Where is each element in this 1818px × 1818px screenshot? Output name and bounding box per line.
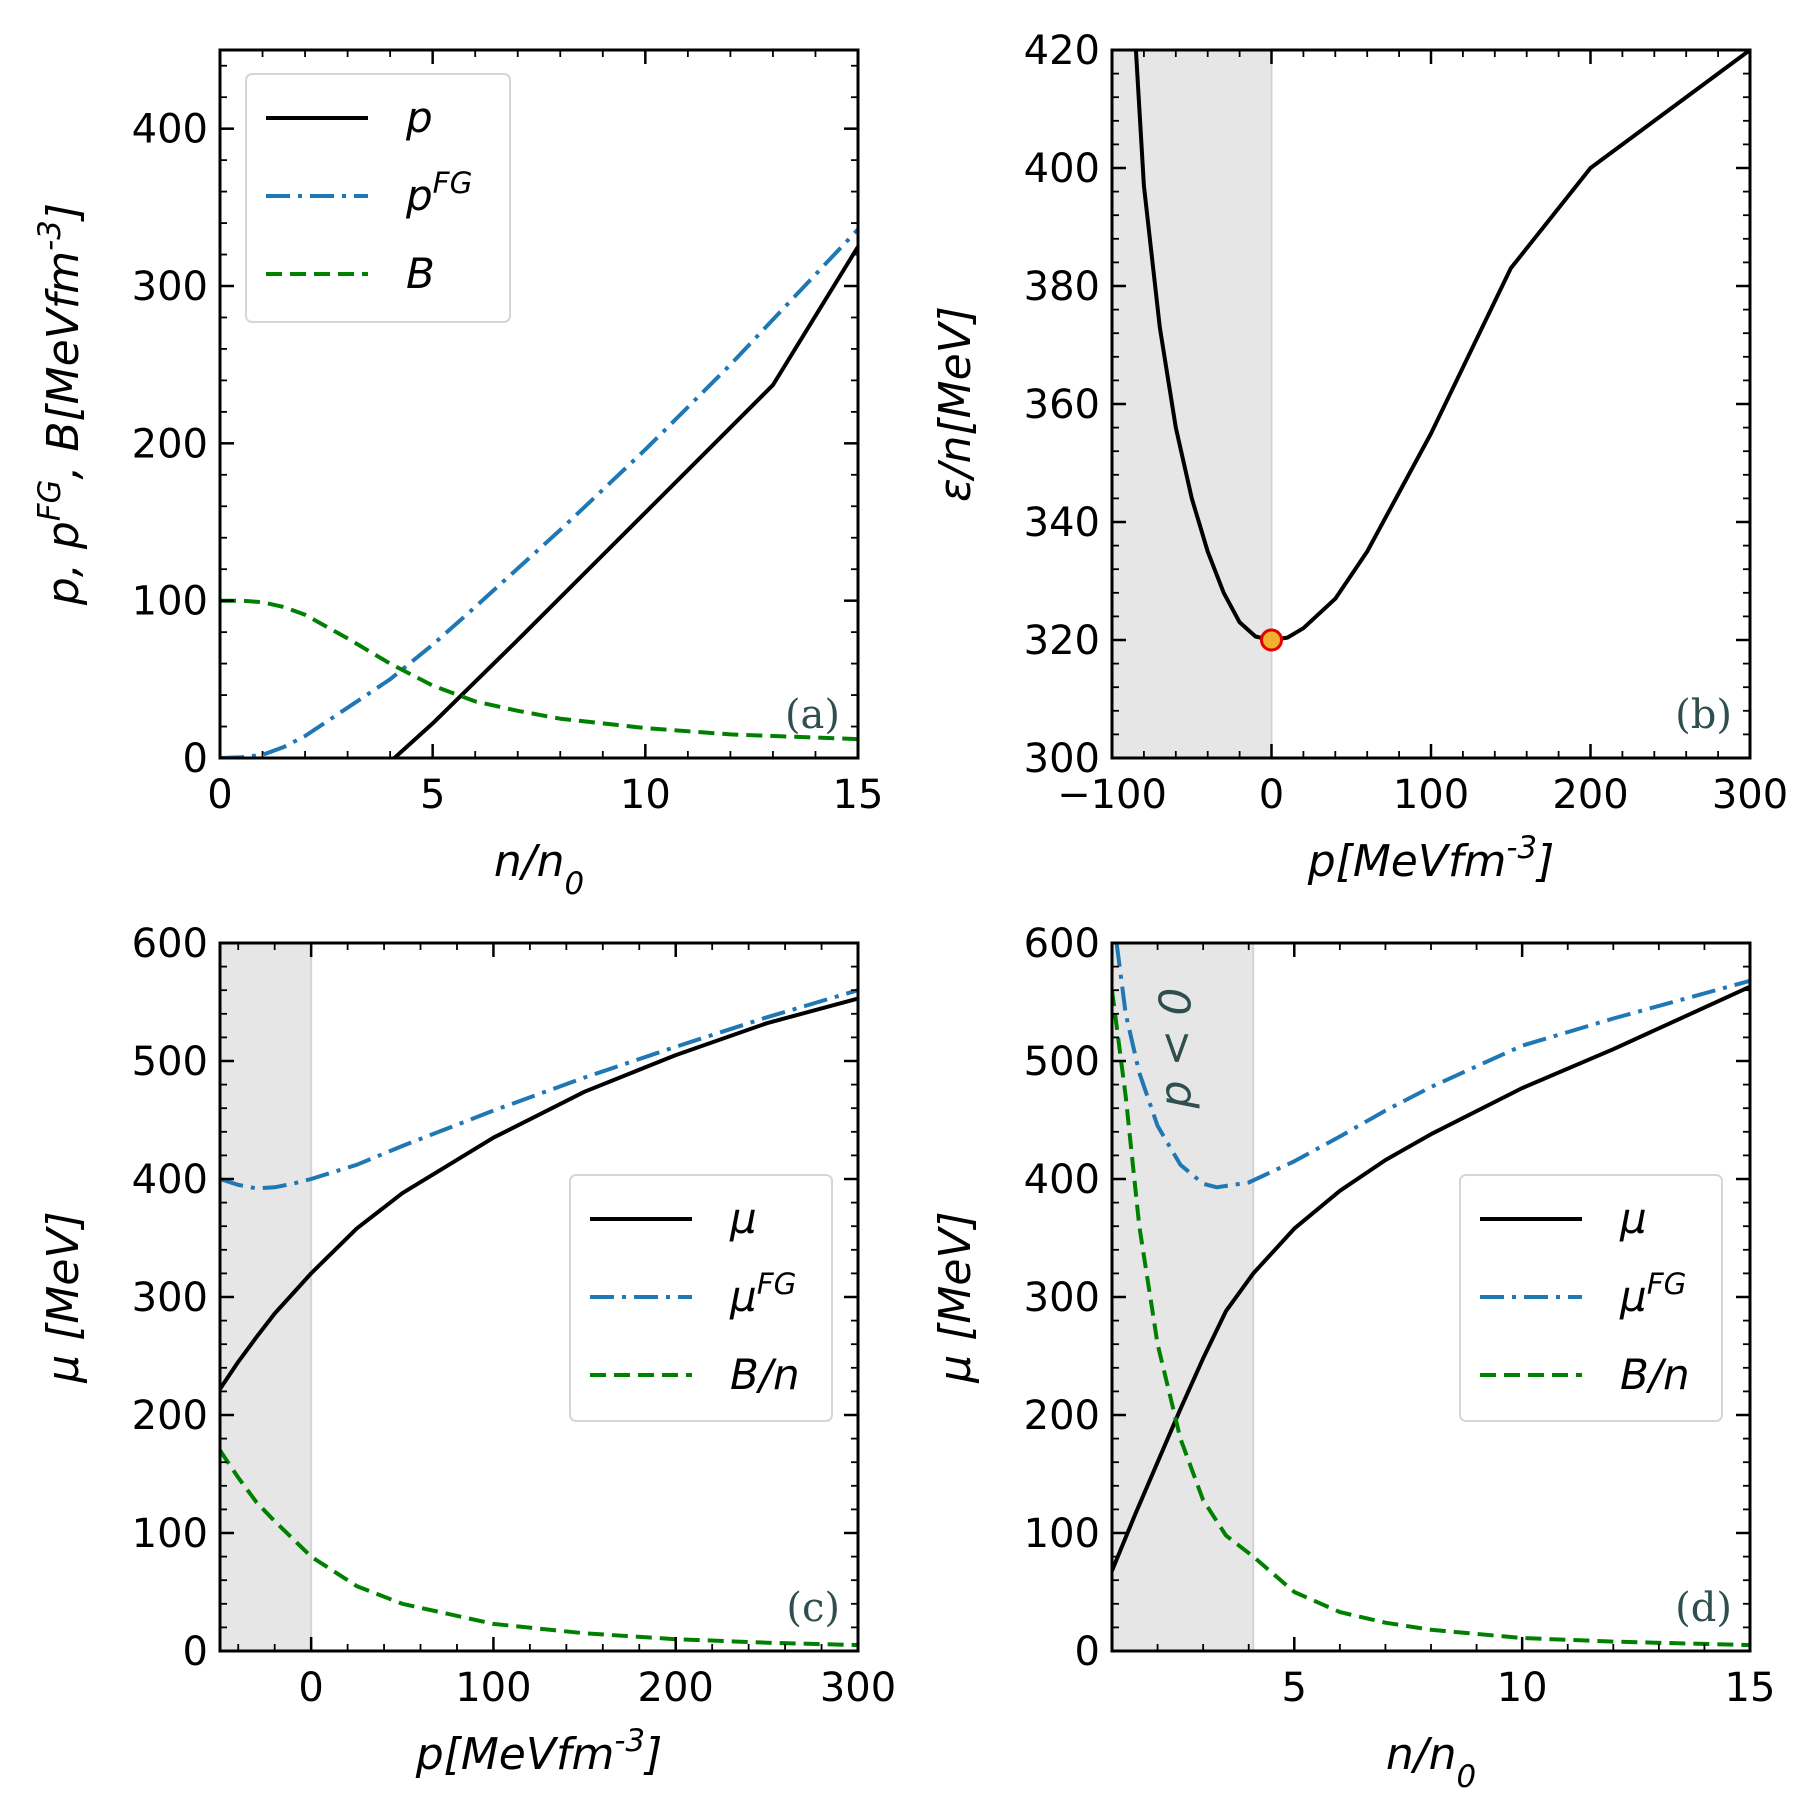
x-tick-label: 300	[1712, 772, 1788, 818]
y-tick-label: 360	[1024, 382, 1100, 428]
x-axis-label: n/n0	[494, 836, 584, 902]
x-tick-label: 100	[455, 1665, 531, 1711]
y-axis-label: ε/n[MeV]	[930, 306, 981, 502]
panel-label: (b)	[1675, 692, 1732, 738]
y-tick-label: 500	[132, 1039, 208, 1085]
series-line-2	[220, 988, 858, 1191]
y-tick-label: 200	[1024, 1393, 1100, 1439]
x-tick-label: 5	[420, 772, 445, 818]
y-tick-label: 100	[132, 1511, 208, 1557]
y-tick-label: 0	[1075, 1629, 1100, 1675]
shaded-region	[1112, 50, 1272, 758]
x-axis-label: n/n0	[1386, 1729, 1476, 1795]
panel-3: 0 100 200 300 0 100 200 300 400 500 600 p[MeVfm-3] μ…	[38, 921, 896, 1780]
series-line-3	[1112, 989, 1750, 1648]
x-tick-label: 100	[1393, 772, 1469, 818]
x-tick-label: 10	[1497, 1665, 1548, 1711]
y-tick-label: 400	[132, 107, 208, 153]
axes-frame	[218, 48, 860, 760]
legend-entry: μFG	[1619, 1267, 1686, 1321]
x-tick-label: 0	[207, 772, 232, 818]
x-tick-label: 10	[620, 772, 671, 818]
y-tick-label: 300	[132, 264, 208, 310]
x-tick-label: 200	[638, 1665, 714, 1711]
x-tick-label: −100	[1057, 772, 1167, 818]
panel-label: (c)	[786, 1585, 840, 1631]
x-tick-label: 300	[820, 1665, 896, 1711]
x-axis-label: p[MeVfm-3]	[415, 1723, 662, 1780]
y-tick-label: 500	[1024, 1039, 1100, 1085]
y-tick-label: 400	[1024, 146, 1100, 192]
y-tick-label: 320	[1024, 618, 1100, 664]
y-tick-label: 0	[183, 736, 208, 782]
x-tick-label: 5	[1282, 1665, 1307, 1711]
series-line-1	[220, 996, 858, 1391]
y-tick-label: 300	[1024, 736, 1100, 782]
y-tick-label: 600	[1024, 921, 1100, 967]
shaded-annotation: p < 0	[1151, 988, 1202, 1110]
series-line-1	[393, 245, 858, 758]
y-tick-label: 400	[132, 1157, 208, 1203]
y-tick-label: 400	[1024, 1157, 1100, 1203]
series-line-2	[1114, 943, 1750, 1190]
legend-entry: p	[405, 93, 433, 142]
y-tick-label: 300	[132, 1275, 208, 1321]
legend: μ μFG B/n	[569, 1174, 833, 1422]
y-tick-label: 200	[132, 421, 208, 467]
panel-1: 0 5 10 15 0 100 200 300 400 n/n0 p, pFG, B[MeVfm-3…	[32, 48, 884, 902]
legend-entry: μ	[1619, 1194, 1647, 1243]
data-point-marker	[1260, 628, 1283, 652]
legend-entry: μFG	[729, 1267, 796, 1321]
x-tick-label: 200	[1552, 772, 1628, 818]
y-tick-label: 100	[132, 579, 208, 625]
y-tick-label: 600	[132, 921, 208, 967]
legend: p pFG B	[245, 73, 511, 323]
legend-entry: pFG	[405, 166, 472, 220]
y-tick-label: 100	[1024, 1511, 1100, 1557]
shaded-region	[220, 943, 312, 1651]
panel-label: (a)	[785, 692, 840, 738]
y-axis-label: p, pFG, B[MeVfm-3]	[32, 203, 89, 606]
x-tick-label: 0	[298, 1665, 323, 1711]
x-tick-label: 0	[1259, 772, 1284, 818]
series-line-1	[1112, 984, 1750, 1572]
legend: μ μFG B/n	[1459, 1174, 1723, 1422]
y-axis-label: μ [MeV]	[38, 1211, 89, 1383]
y-axis-label: μ [MeV]	[930, 1211, 981, 1383]
x-axis-label: p[MeVfm-3]	[1307, 830, 1554, 887]
legend-entry: B	[406, 249, 435, 298]
series-line-3	[220, 1449, 858, 1648]
y-tick-label: 420	[1024, 28, 1100, 74]
series-line-2	[220, 228, 858, 758]
y-tick-label: 200	[132, 1393, 208, 1439]
panel-label: (d)	[1675, 1585, 1732, 1631]
x-tick-label: 15	[1725, 1665, 1776, 1711]
y-tick-label: 0	[183, 1629, 208, 1675]
legend-entry: B/n	[1620, 1350, 1690, 1399]
series-line-3	[220, 598, 858, 742]
shaded-region	[1112, 943, 1254, 1651]
y-tick-label: 380	[1024, 264, 1100, 310]
x-tick-label: 15	[833, 772, 884, 818]
panel-4: 5 10 15 0 100 200 300 400 500 600 n/n0 μ [MeV] (d) p …	[930, 921, 1775, 1795]
panel-2: −100 0 100 200 300 300 320 340 360 380 400 420 p[MeV…	[930, 28, 1788, 887]
legend-entry: μ	[729, 1194, 757, 1243]
y-tick-label: 340	[1024, 500, 1100, 546]
legend-entry: B/n	[730, 1350, 800, 1399]
y-tick-label: 300	[1024, 1275, 1100, 1321]
